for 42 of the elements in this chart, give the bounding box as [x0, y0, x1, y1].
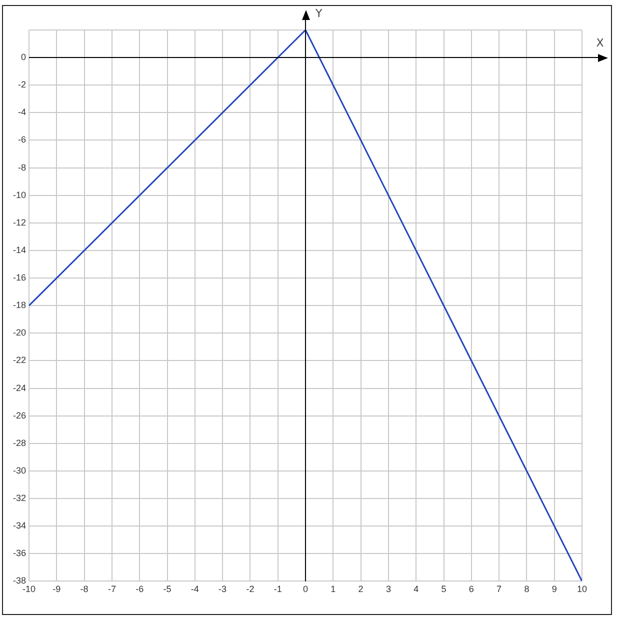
y-tick-label: -8	[18, 162, 26, 172]
x-tick-label: 6	[468, 584, 474, 594]
x-tick-label: -8	[80, 584, 88, 594]
y-tick-label: -32	[12, 493, 26, 504]
x-tick-label: -9	[52, 584, 61, 594]
x-tick-label: 1	[330, 584, 336, 594]
x-tick-label: 8	[524, 584, 530, 594]
x-tick-label: 0	[302, 584, 308, 594]
x-tick-label: 2	[358, 584, 364, 594]
y-tick-label: -18	[12, 300, 26, 310]
y-tick-label: -34	[12, 520, 26, 531]
y-tick-label: -30	[12, 465, 26, 476]
y-axis-title: Y	[314, 6, 323, 20]
x-tick-label: -2	[246, 584, 254, 594]
y-tick-label: -36	[12, 548, 26, 558]
y-tick-label: -26	[12, 410, 26, 420]
y-tick-label: -14	[12, 244, 26, 255]
y-tick-label: -2	[18, 80, 26, 90]
y-tick-label: -16	[12, 272, 26, 283]
x-tick-label: 7	[496, 584, 502, 594]
x-tick-label: -3	[218, 584, 227, 594]
x-tick-label: 10	[576, 584, 588, 594]
x-tick-label: -7	[108, 584, 116, 594]
x-tick-label: -4	[190, 584, 199, 594]
y-tick-label: -12	[12, 217, 26, 228]
y-tick-label: -4	[18, 107, 26, 118]
x-tick-label: 9	[552, 584, 557, 594]
x-tick-label: -6	[136, 584, 144, 594]
y-tick-label: 0	[20, 52, 26, 62]
y-tick-label: -6	[18, 134, 26, 145]
y-tick-label: -28	[12, 438, 26, 448]
x-tick-label: 5	[441, 584, 446, 594]
x-tick-label: -1	[274, 584, 282, 594]
x-tick-label: 3	[386, 584, 391, 594]
y-tick-label: -38	[12, 576, 26, 586]
y-tick-label: -22	[12, 355, 26, 366]
x-tick-label: -5	[163, 584, 172, 594]
y-tick-label: -10	[12, 190, 26, 200]
y-tick-label: -20	[12, 328, 26, 338]
y-tick-label: -24	[12, 382, 26, 393]
x-tick-label: 4	[414, 584, 419, 594]
x-axis-title: X	[596, 36, 604, 50]
